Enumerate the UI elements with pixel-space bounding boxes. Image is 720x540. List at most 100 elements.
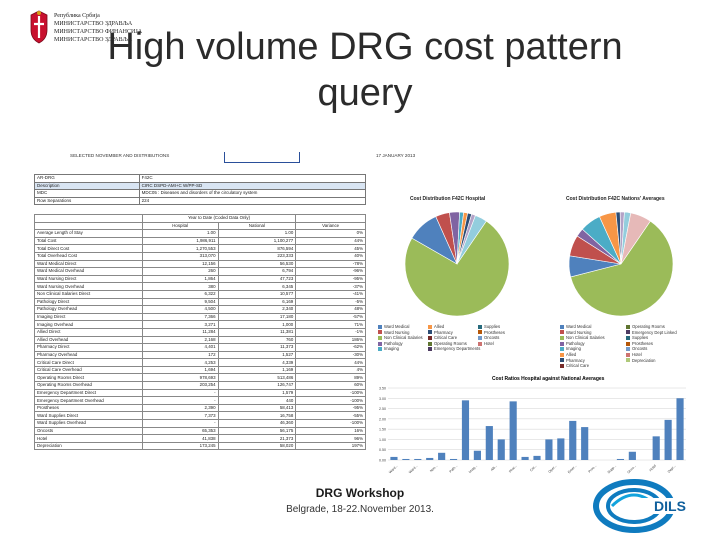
cost-table-corner (295, 214, 366, 223)
cost-row: Pathology Direct 9,504 6,169 -5% (34, 297, 366, 307)
cost-row-label: Total Cost (34, 236, 143, 246)
cost-cell: 41,838 (141, 434, 219, 443)
cost-cell: 197% (295, 441, 366, 451)
cost-cell: 876,594 (217, 244, 297, 253)
cost-cell: -55% (295, 411, 366, 421)
pie-slice (620, 212, 651, 265)
legend-item: Non Clinical Salaries (560, 335, 605, 341)
legend-swatch (626, 336, 630, 341)
legend-swatch (560, 324, 564, 329)
param-label: Description (34, 181, 140, 190)
bar (628, 451, 636, 460)
bar (461, 400, 470, 460)
legend-label: Critical Care (434, 335, 458, 341)
y-tick-label: 0.00 (379, 459, 386, 463)
cost-cell: 203,254 (141, 381, 219, 390)
legend-item: Ward Nursing (378, 330, 409, 336)
cost-cell: 44% (295, 358, 366, 367)
cost-cell: 9,504 (141, 297, 219, 307)
cost-row: Imaging Overhead 3,271 1,000 71% (34, 320, 366, 329)
cost-cell: 1,270,553 (141, 244, 219, 253)
legend-label: Non Clinical Salaries (384, 335, 423, 341)
x-tick-label: Supp... (607, 464, 617, 474)
cost-row: Pharmacy Overhead 172 1,527 -30% (34, 350, 366, 360)
bar (497, 439, 505, 460)
bar (426, 457, 434, 460)
cost-cell: 65,353 (141, 426, 219, 436)
bar (473, 450, 481, 460)
cost-cell: 58,020 (217, 441, 297, 451)
cost-row-label: Total Overhead Cost (34, 251, 143, 261)
legend-swatch (626, 358, 630, 363)
bar (414, 458, 422, 460)
cost-cell: 58,413 (217, 403, 297, 413)
legend-item: Emergency Dept Linked (626, 330, 677, 336)
bar (449, 458, 458, 460)
legend-label: Imaging (566, 346, 581, 352)
cost-row: Emergency Department Direct -1,579 -100% (34, 388, 366, 398)
pie-slice (456, 215, 487, 265)
cost-row: Prostheses 2,390 58,413 -95% (34, 403, 366, 413)
cost-row: Critical Care Direct 4,253 4,339 44% (34, 358, 366, 367)
x-tick-label: Non... (429, 464, 438, 473)
cost-cell: 2,340 (217, 305, 297, 314)
cost-cell: 223,333 (217, 251, 297, 261)
cost-row: Ward Supplies Direct 7,373 16,758 -55% (34, 411, 366, 421)
cost-cell: 11,373 (217, 343, 297, 352)
legend-swatch (428, 330, 432, 335)
y-tick-label: 3.50 (379, 387, 386, 391)
legend-swatch (378, 341, 382, 346)
param-value: CIRC DSPD-AMI+C W/PP-SD (138, 181, 367, 190)
x-tick-label: Hotel (648, 464, 657, 473)
y-tick-label: 2.50 (379, 407, 386, 411)
cost-row-label: Allied Direct (34, 327, 143, 337)
cost-row-label: Ward Medical Overhead (34, 267, 143, 276)
cost-cell: 6,169 (217, 297, 297, 307)
legend-item: Critical Care (560, 363, 589, 369)
bar (402, 458, 410, 460)
cost-cell: 4,500 (141, 305, 219, 314)
legend-label: Critical Care (566, 363, 590, 369)
bar-chart-cost-ratios: Cost Ratios Hospital against National Av… (379, 376, 686, 474)
legend-swatch (560, 358, 564, 363)
legend-item: Allied (560, 352, 576, 358)
cost-cell: 44% (295, 236, 366, 246)
cost-row-label: Operating Rooms Overhead (34, 381, 143, 390)
cost-cell: 46,360 (217, 419, 297, 428)
cost-cell: 17,180 (217, 312, 297, 322)
y-tick-label: 3.00 (379, 397, 386, 401)
cost-col-header (34, 221, 143, 231)
cost-cell: 260 (141, 267, 219, 276)
ministry-line: Република Србија (54, 13, 100, 19)
cost-cell: -95% (295, 274, 366, 284)
cost-row-label: Critical Care Overhead (34, 365, 143, 375)
legend-item: Pathology (560, 341, 585, 347)
cost-cell: -96% (295, 267, 366, 276)
cost-cell: -78% (295, 259, 366, 269)
param-value: 224 (138, 196, 367, 205)
cost-cell: 4% (295, 365, 366, 375)
pie-slice (570, 220, 674, 317)
legend-item: Non Clinical Salaries (378, 335, 423, 341)
legend-label: Emergency Departments (434, 346, 481, 352)
cost-cell: 126,747 (217, 381, 297, 390)
y-tick-label: 1.00 (379, 438, 386, 442)
cost-row-label: Pharmacy Direct (34, 343, 143, 352)
cost-row-label: Ward Medical Direct (34, 259, 143, 269)
cost-cell: -57% (295, 312, 366, 322)
cost-row-label: Depreciation (34, 441, 143, 451)
bar (533, 455, 541, 460)
legend-swatch (428, 336, 432, 341)
legend-label: Allied (434, 324, 445, 329)
cost-cell: 10,577 (217, 289, 297, 299)
cost-row: Average Length of Stay 1.00 1.00 0% (34, 229, 366, 238)
cost-cell: 16,758 (217, 411, 297, 421)
cost-cell: 71% (295, 320, 366, 329)
cost-row-label: Total Direct Cost (34, 244, 143, 253)
legend-swatch (560, 347, 564, 352)
cost-row-label: Emergency Department Direct (34, 388, 143, 398)
cost-row-label: Ward Nursing Overhead (34, 282, 143, 291)
cost-cell: 11,284 (141, 327, 219, 337)
cost-row-label: Imaging Direct (34, 312, 143, 322)
legend-item: Operating Rooms (428, 341, 467, 347)
